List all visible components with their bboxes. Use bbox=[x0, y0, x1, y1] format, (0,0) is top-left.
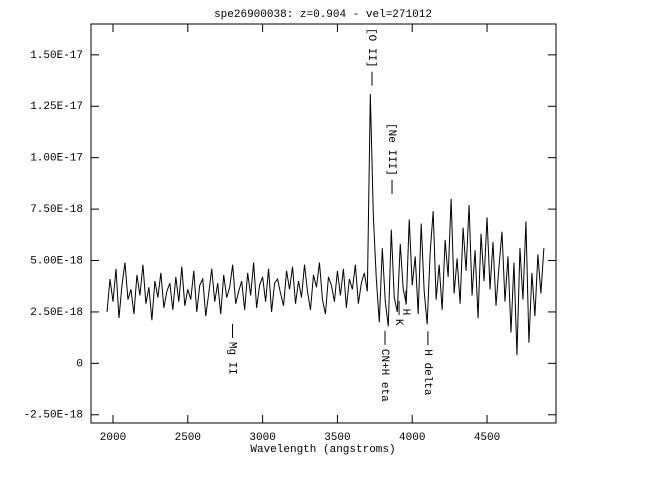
x-tick-label: 2500 bbox=[175, 432, 201, 444]
y-tick-label: 0 bbox=[76, 358, 83, 370]
x-tick-label: 4000 bbox=[399, 432, 425, 444]
line-label: [Ne III] bbox=[385, 123, 397, 176]
line-label: K bbox=[392, 319, 404, 326]
x-tick-label: 3500 bbox=[324, 432, 350, 444]
x-tick-label: 4500 bbox=[474, 432, 500, 444]
y-tick-label: 5.00E-18 bbox=[30, 255, 83, 267]
y-tick-label: 1.25E-17 bbox=[30, 101, 83, 113]
y-tick-label: 2.50E-18 bbox=[30, 307, 83, 319]
line-label: [O II] bbox=[365, 28, 377, 68]
line-label: Mg II bbox=[226, 342, 238, 375]
y-tick-label: 7.50E-18 bbox=[30, 204, 83, 216]
chart-title: spe26900038: z=0.904 - vel=271012 bbox=[214, 9, 432, 21]
plot-frame bbox=[90, 23, 557, 424]
y-tick-label: -2.50E-18 bbox=[24, 410, 83, 422]
line-label: CN+H eta bbox=[378, 349, 390, 402]
y-tick-label: 1.50E-17 bbox=[30, 50, 83, 62]
y-tick-label: 1.00E-17 bbox=[30, 153, 83, 165]
line-label: H delta bbox=[421, 349, 433, 396]
x-axis-label: Wavelength (angstroms) bbox=[250, 444, 395, 456]
x-tick-label: 2000 bbox=[100, 432, 126, 444]
spectrum-line bbox=[106, 93, 545, 356]
line-label: H bbox=[399, 309, 411, 316]
x-tick-label: 3000 bbox=[249, 432, 275, 444]
